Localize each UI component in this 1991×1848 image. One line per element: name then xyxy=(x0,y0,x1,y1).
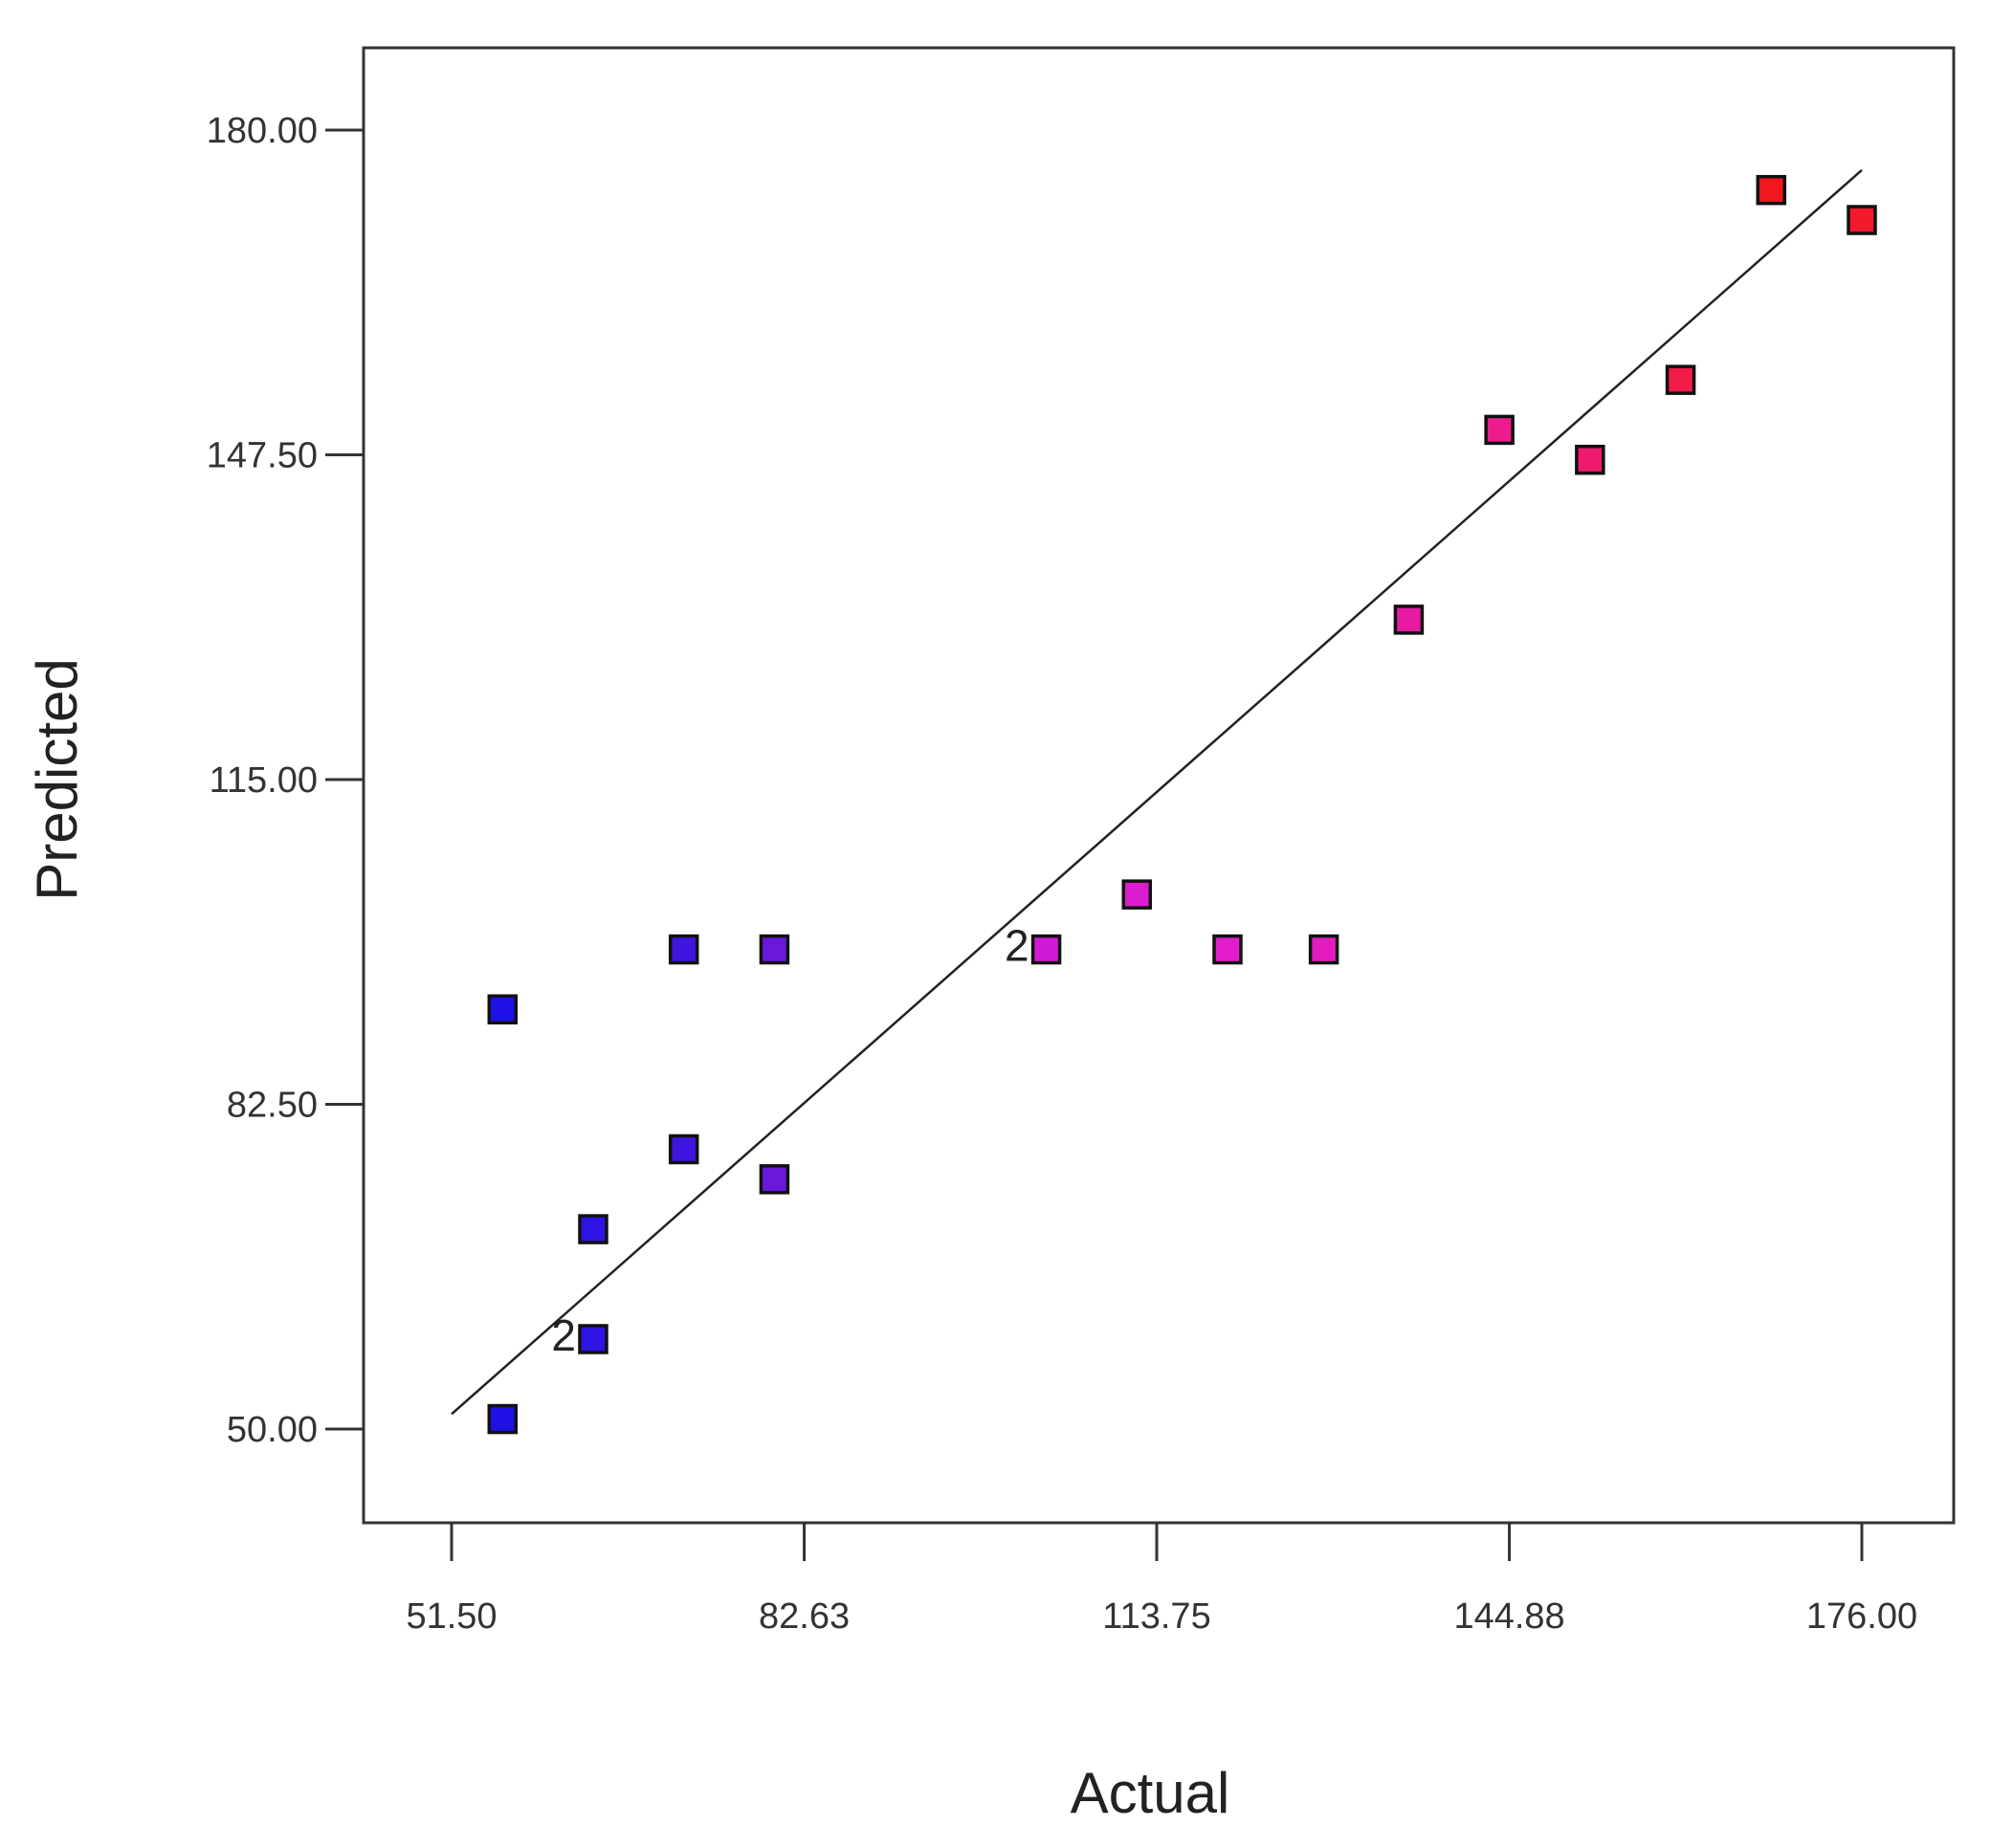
data-point xyxy=(487,994,519,1025)
fit-line xyxy=(451,168,1863,1416)
x-axis-ticks: 51.50 82.63 113.75 144.88 176.00 xyxy=(406,1523,1917,1637)
data-point xyxy=(578,1214,608,1244)
plot-area-frame xyxy=(362,46,1956,1525)
y-tick-label: 50.00 xyxy=(227,1410,318,1450)
x-tick-label: 176.00 xyxy=(1806,1596,1917,1637)
x-axis-title: Actual xyxy=(1071,1761,1230,1825)
y-tick-label: 147.50 xyxy=(207,436,318,476)
point-count-label: 2 xyxy=(1005,921,1029,971)
data-point xyxy=(578,1324,608,1354)
data-point xyxy=(1308,934,1339,965)
data-point xyxy=(668,934,699,965)
data-point xyxy=(1393,605,1425,635)
data-point xyxy=(759,934,790,965)
x-tick-label: 51.50 xyxy=(406,1596,497,1637)
data-point xyxy=(1847,205,1877,235)
y-tick-label: 115.00 xyxy=(210,760,318,801)
data-point xyxy=(1665,364,1696,395)
data-point xyxy=(487,1403,519,1435)
x-tick-label: 113.75 xyxy=(1102,1596,1210,1637)
y-tick-label: 82.50 xyxy=(227,1086,318,1126)
y-tick-label: 180.00 xyxy=(207,111,318,151)
data-point xyxy=(1575,444,1605,475)
y-axis-title: Predicted xyxy=(25,658,89,900)
data-point xyxy=(1030,934,1062,965)
data-point xyxy=(1212,934,1243,965)
data-points-layer: 22 xyxy=(487,174,1877,1435)
point-count-label: 2 xyxy=(551,1310,576,1360)
y-axis-ticks: 50.00 82.50 115.00 147.50 180.00 xyxy=(207,111,364,1450)
data-point xyxy=(1484,414,1515,446)
fit-line-layer xyxy=(451,168,1863,1416)
data-point xyxy=(1121,879,1153,910)
data-point xyxy=(668,1133,699,1165)
x-tick-label: 144.88 xyxy=(1453,1596,1564,1637)
data-point xyxy=(1756,174,1787,206)
x-tick-label: 82.63 xyxy=(759,1596,850,1637)
data-point xyxy=(759,1164,790,1195)
